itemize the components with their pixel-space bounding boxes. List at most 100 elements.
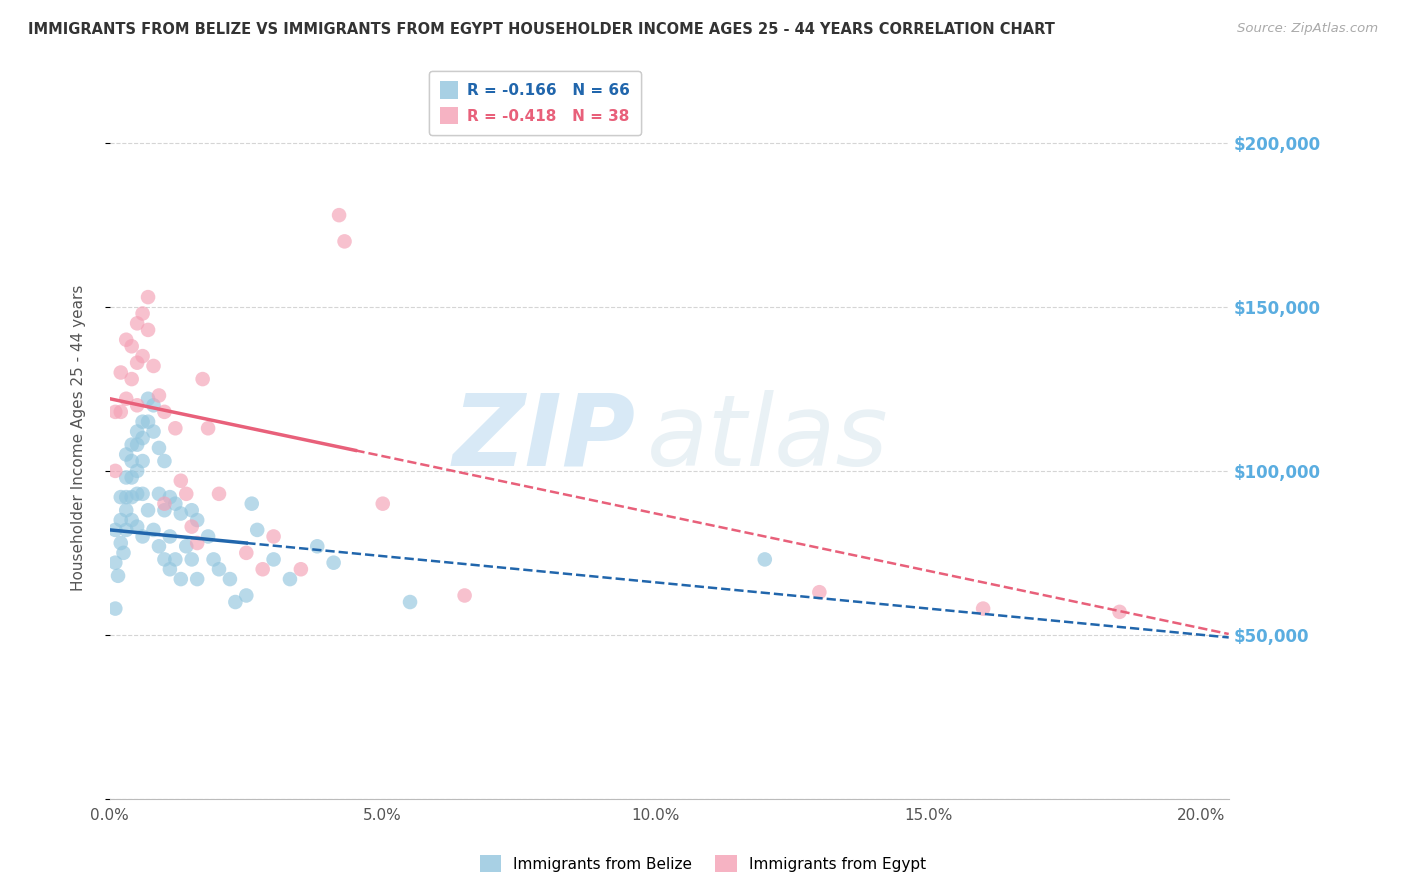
Text: Source: ZipAtlas.com: Source: ZipAtlas.com	[1237, 22, 1378, 36]
Point	[104, 523, 127, 537]
Point	[191, 372, 214, 386]
Point	[115, 490, 138, 504]
Point	[263, 529, 285, 543]
Point	[127, 519, 149, 533]
Point	[180, 519, 202, 533]
Point	[115, 523, 138, 537]
Point	[136, 392, 159, 406]
Point	[112, 546, 135, 560]
Point	[170, 572, 193, 586]
Point	[174, 487, 197, 501]
Point	[127, 487, 149, 501]
Point	[165, 497, 187, 511]
Point	[121, 513, 143, 527]
Point	[186, 536, 208, 550]
Point	[186, 572, 208, 586]
Text: IMMIGRANTS FROM BELIZE VS IMMIGRANTS FROM EGYPT HOUSEHOLDER INCOME AGES 25 - 44 : IMMIGRANTS FROM BELIZE VS IMMIGRANTS FRO…	[28, 22, 1054, 37]
Point	[165, 552, 187, 566]
Point	[219, 572, 242, 586]
Point	[333, 235, 356, 249]
Point	[110, 366, 132, 380]
Point	[110, 536, 132, 550]
Point	[121, 339, 143, 353]
Point	[153, 552, 176, 566]
Point	[202, 552, 225, 566]
Legend: Immigrants from Belize, Immigrants from Egypt: Immigrants from Belize, Immigrants from …	[472, 847, 934, 880]
Point	[148, 388, 170, 402]
Point	[131, 306, 153, 320]
Point	[208, 487, 231, 501]
Point	[127, 437, 149, 451]
Point	[127, 425, 149, 439]
Point	[170, 474, 193, 488]
Point	[307, 539, 329, 553]
Point	[115, 503, 138, 517]
Point	[186, 513, 208, 527]
Point	[453, 589, 475, 603]
Point	[115, 392, 138, 406]
Point	[104, 405, 127, 419]
Point	[235, 589, 257, 603]
Point	[131, 529, 153, 543]
Point	[235, 546, 257, 560]
Point	[808, 585, 831, 599]
Point	[110, 490, 132, 504]
Point	[159, 490, 181, 504]
Point	[165, 421, 187, 435]
Point	[252, 562, 274, 576]
Point	[170, 507, 193, 521]
Point	[972, 601, 994, 615]
Point	[322, 556, 344, 570]
Y-axis label: Householder Income Ages 25 - 44 years: Householder Income Ages 25 - 44 years	[72, 285, 86, 591]
Point	[136, 290, 159, 304]
Point	[148, 539, 170, 553]
Point	[110, 513, 132, 527]
Point	[121, 470, 143, 484]
Point	[131, 454, 153, 468]
Point	[240, 497, 263, 511]
Point	[136, 503, 159, 517]
Point	[142, 425, 165, 439]
Point	[328, 208, 350, 222]
Point	[104, 556, 127, 570]
Point	[115, 470, 138, 484]
Point	[148, 487, 170, 501]
Point	[148, 441, 170, 455]
Point	[121, 437, 143, 451]
Point	[127, 316, 149, 330]
Point	[371, 497, 394, 511]
Point	[142, 523, 165, 537]
Point	[121, 454, 143, 468]
Point	[754, 552, 776, 566]
Point	[131, 415, 153, 429]
Point	[110, 405, 132, 419]
Point	[127, 464, 149, 478]
Text: ZIP: ZIP	[453, 390, 636, 487]
Point	[174, 539, 197, 553]
Point	[159, 529, 181, 543]
Point	[224, 595, 246, 609]
Point	[104, 464, 127, 478]
Point	[142, 398, 165, 412]
Point	[180, 552, 202, 566]
Point	[136, 415, 159, 429]
Point	[278, 572, 301, 586]
Point	[246, 523, 269, 537]
Point	[121, 372, 143, 386]
Point	[127, 356, 149, 370]
Point	[263, 552, 285, 566]
Point	[131, 431, 153, 445]
Point	[208, 562, 231, 576]
Point	[153, 503, 176, 517]
Point	[131, 487, 153, 501]
Point	[153, 497, 176, 511]
Point	[153, 405, 176, 419]
Point	[180, 503, 202, 517]
Point	[131, 349, 153, 363]
Point	[115, 333, 138, 347]
Point	[399, 595, 422, 609]
Point	[197, 421, 219, 435]
Point	[159, 562, 181, 576]
Point	[107, 569, 129, 583]
Point	[290, 562, 312, 576]
